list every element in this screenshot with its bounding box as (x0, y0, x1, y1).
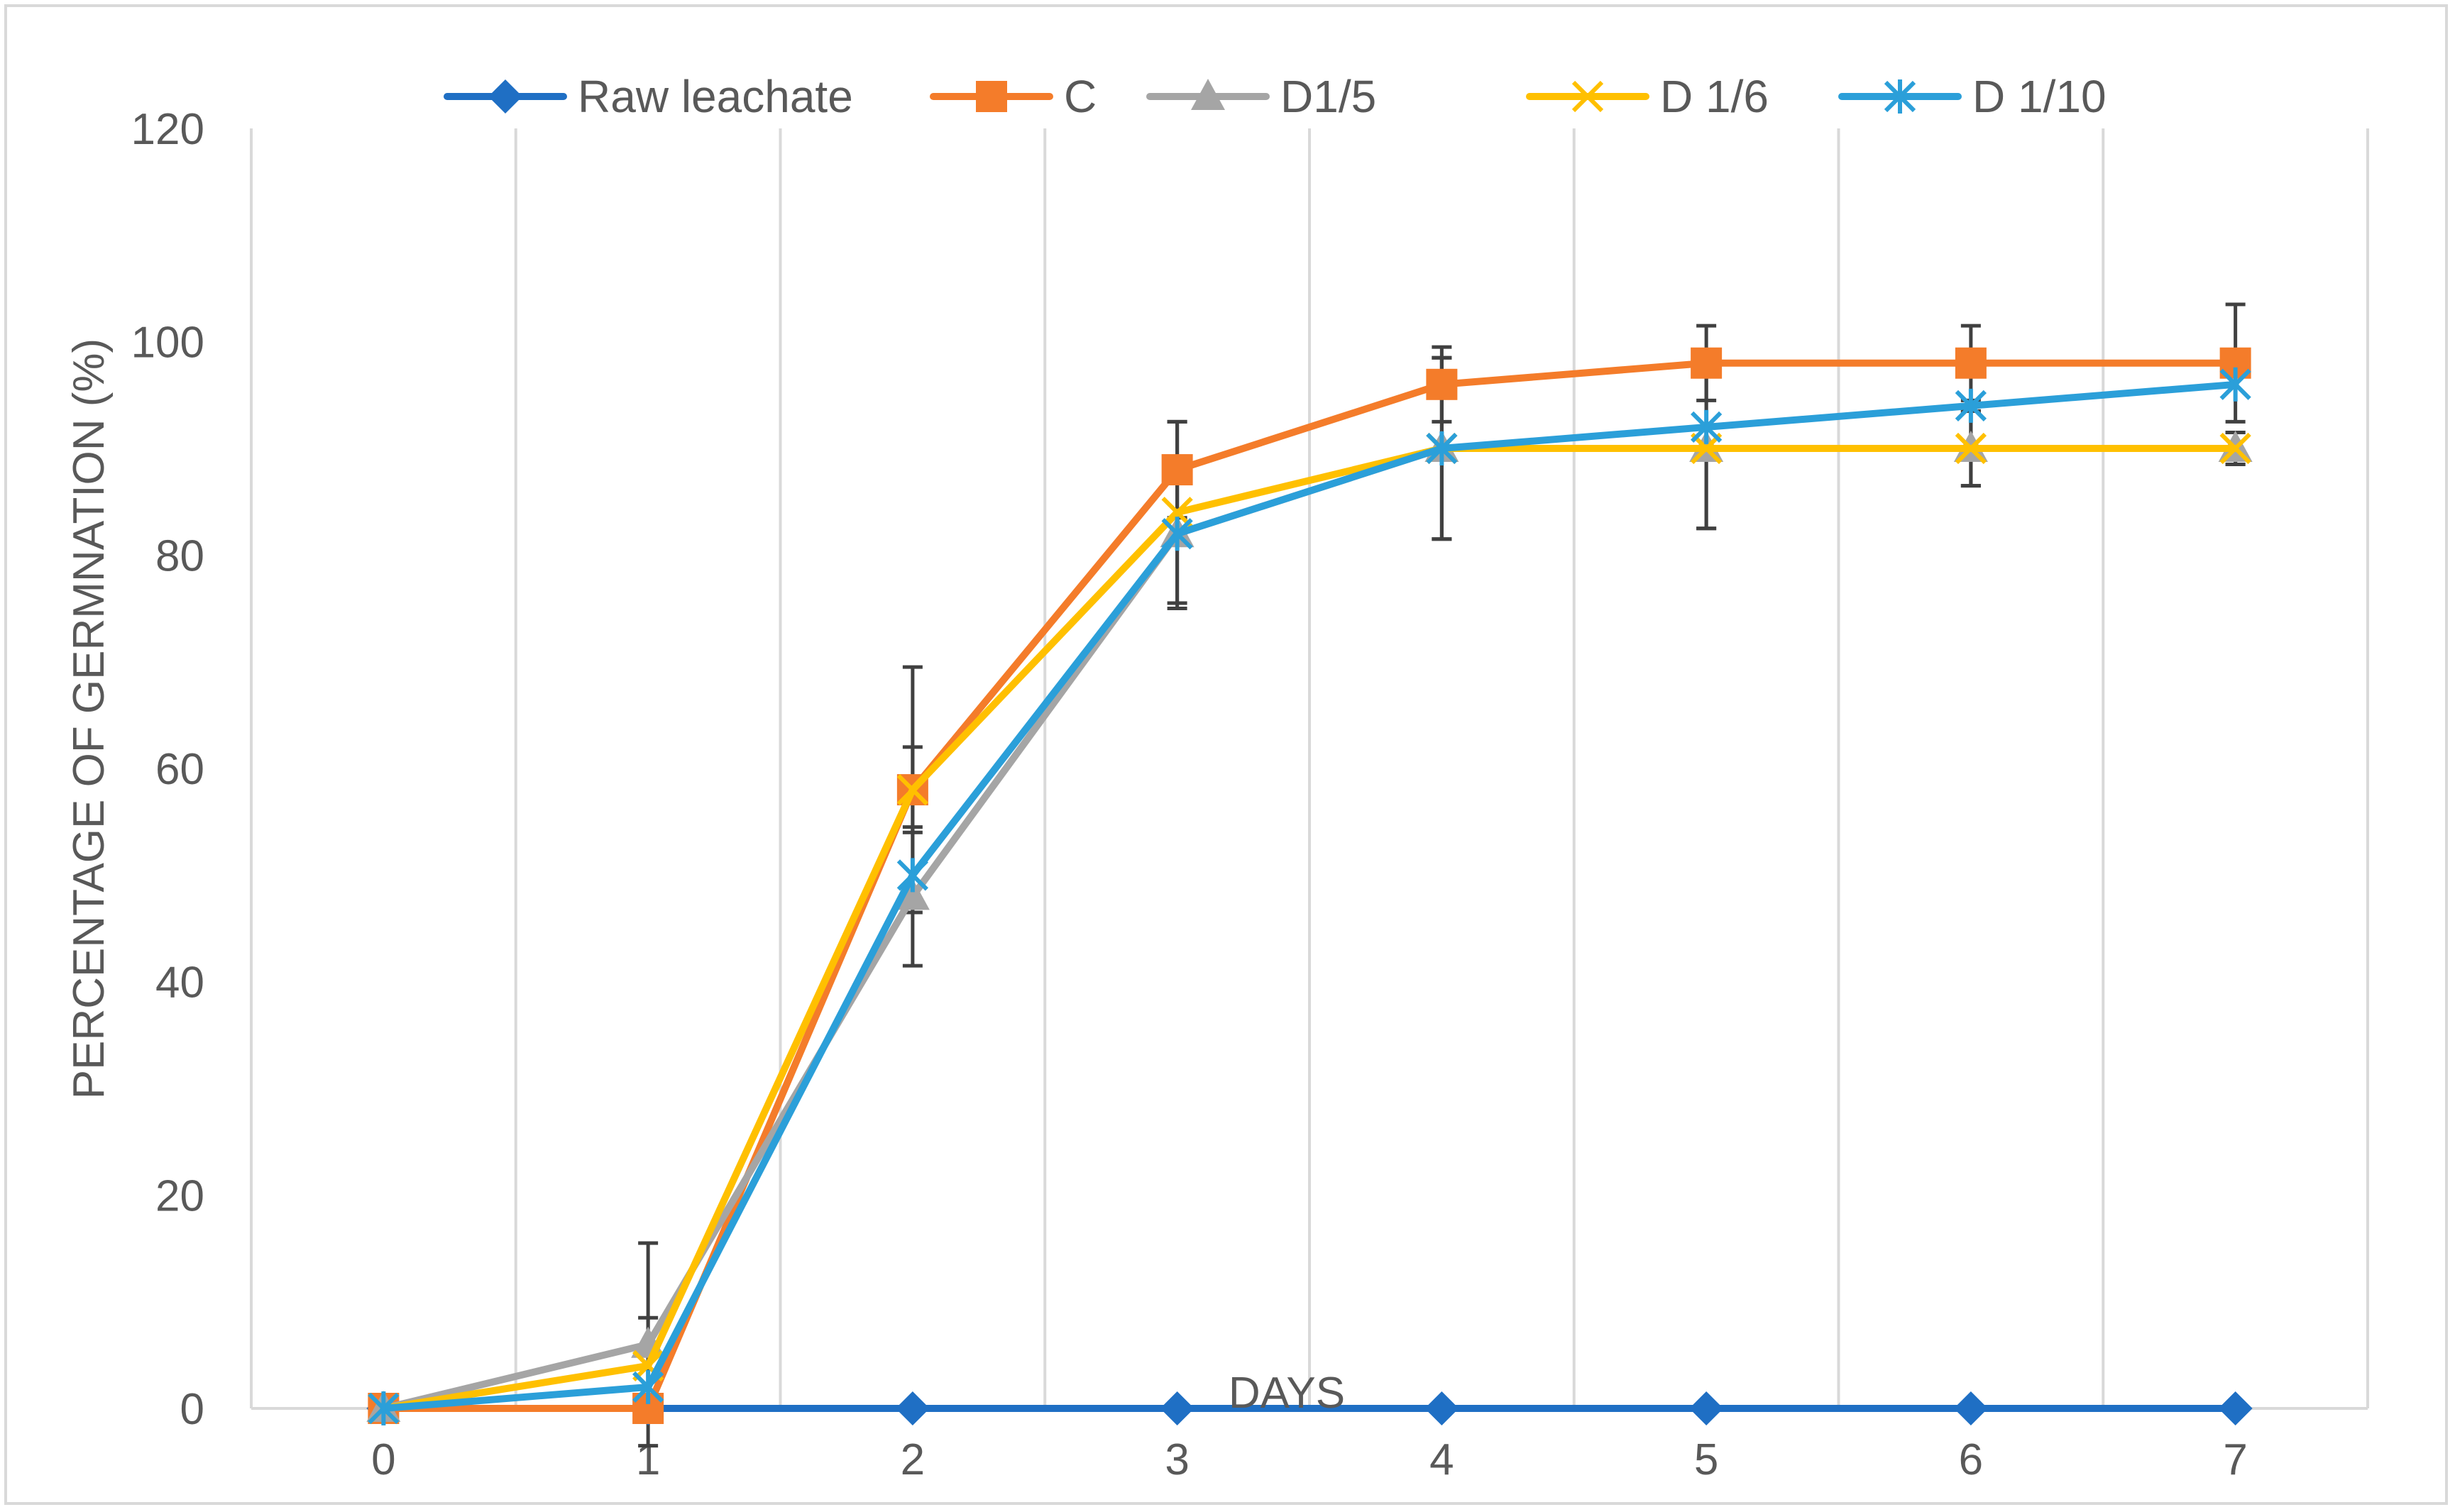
x-tick-label: 7 (2223, 1435, 2247, 1484)
series-5-point (1161, 517, 1193, 551)
y-tick-label: 120 (131, 105, 204, 154)
x-tick-label: 3 (1165, 1435, 1189, 1484)
legend-marker (1884, 79, 1916, 114)
x-tick-label: 0 (371, 1435, 395, 1484)
series-4-point (896, 773, 928, 806)
series-5-point (632, 1369, 664, 1404)
y-tick-label: 80 (155, 531, 204, 580)
legend: Raw leachate C D1/5 D 1/6 D 1/10 (444, 71, 2107, 122)
data-series (366, 347, 2253, 1425)
series-1-point (895, 1391, 930, 1425)
series-1-point (1424, 1391, 1459, 1425)
series-2-point (1955, 347, 1987, 379)
legend-entry: C (930, 71, 1097, 122)
x-tick-label: 2 (901, 1435, 925, 1484)
y-tick-label: 20 (155, 1171, 204, 1220)
legend-label: D 1/10 (1972, 71, 2107, 122)
series-2-point (1691, 347, 1723, 379)
series-1-point (2218, 1391, 2253, 1425)
y-tick-label: 60 (155, 745, 204, 794)
series-5-point (368, 1391, 400, 1425)
x-tick-label: 4 (1429, 1435, 1454, 1484)
gridlines (514, 128, 2369, 1408)
legend-label: Raw leachate (578, 71, 853, 122)
legend-entry: Raw leachate (444, 71, 853, 122)
series-1-point (1689, 1391, 1724, 1425)
series-5-point (1955, 388, 1987, 423)
series-4-point-stroke (1955, 432, 1987, 465)
legend-entry: D1/5 (1146, 71, 1376, 122)
series-5 (368, 367, 2251, 1425)
x-tick-label: 6 (1959, 1435, 1983, 1484)
series-2-point (1161, 454, 1193, 486)
series-5-point (2219, 367, 2251, 402)
y-tick-label: 100 (131, 319, 204, 368)
legend-marker (488, 79, 522, 114)
series-1-point (1953, 1391, 1988, 1425)
series-2-point (1426, 368, 1458, 400)
series-4-line (380, 445, 2239, 1412)
legend-marker (1571, 80, 1604, 113)
legend-label: C (1064, 71, 1097, 122)
series-4-point (2219, 432, 2251, 465)
y-tick-label: 40 (155, 959, 204, 1008)
series-5-point (1426, 431, 1458, 465)
y-tick-label: 0 (180, 1385, 204, 1434)
series-4-point-stroke (2219, 432, 2251, 465)
legend-marker (1191, 79, 1225, 110)
series-5-point (896, 858, 928, 893)
legend-entry: D 1/6 (1526, 71, 1769, 122)
x-axis-title: DAYS (1229, 1369, 1345, 1418)
legend-entry: D 1/10 (1838, 71, 2107, 122)
series-5-point (1691, 409, 1723, 444)
chart-frame: 0 20 40 60 80 100 120 0 1 2 3 4 5 6 7 Raw leachate C D1/… (4, 4, 2448, 1505)
legend-label: D 1/6 (1660, 71, 1769, 122)
series-5-line (380, 380, 2239, 1412)
legend-marker (976, 81, 1007, 112)
legend-label: D1/5 (1280, 71, 1376, 122)
series-1-point (1160, 1391, 1194, 1425)
legend-marker-stroke (1571, 80, 1604, 113)
y-axis-title: PERCENTAGE OF GERMNATION (%) (65, 338, 114, 1099)
series-3-point (895, 878, 930, 910)
x-tick-label: 5 (1694, 1435, 1718, 1484)
series-4-point-stroke (896, 773, 928, 806)
series-4-point (1955, 432, 1987, 465)
